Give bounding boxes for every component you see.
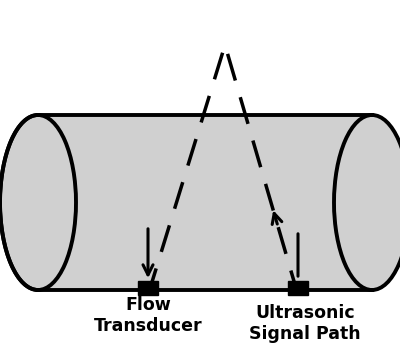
Text: Ultrasonic
Signal Path: Ultrasonic Signal Path (249, 304, 361, 343)
Bar (288, 281, 308, 295)
Text: Flow
Transducer: Flow Transducer (94, 296, 202, 335)
Bar (138, 281, 158, 295)
Ellipse shape (334, 115, 400, 290)
Ellipse shape (0, 115, 76, 290)
Polygon shape (38, 115, 372, 290)
